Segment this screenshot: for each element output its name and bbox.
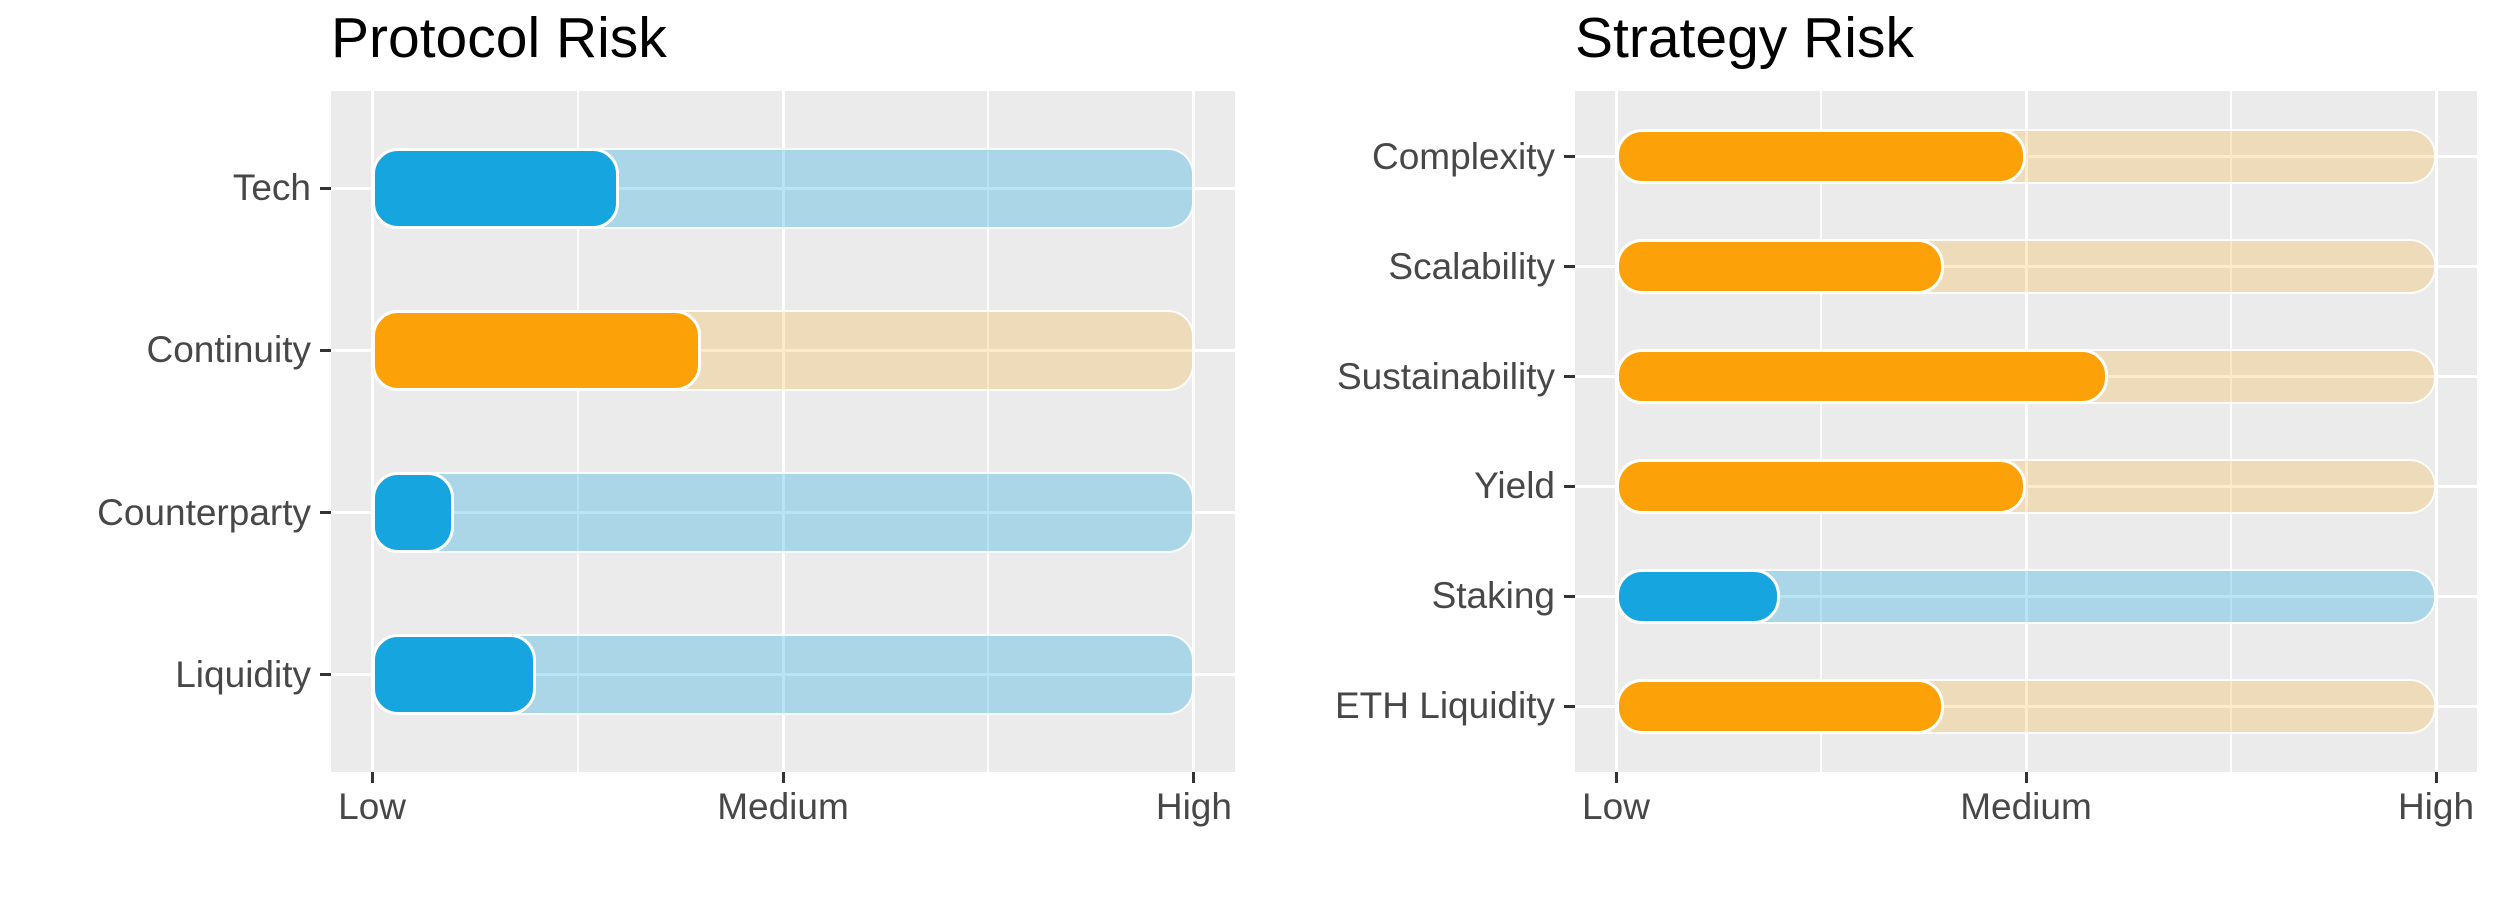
- v-gridline-minor: [2230, 91, 2232, 772]
- x-tick-mark-high: [1192, 772, 1196, 783]
- x-tick-label-high: High: [1155, 786, 1232, 827]
- x-tick-label-low: Low: [1582, 786, 1650, 827]
- bar-eth-liquidity: [1616, 678, 1944, 734]
- v-gridline-minor: [987, 91, 990, 772]
- x-tick-label-medium: Medium: [717, 786, 849, 827]
- y-label-yield: Yield: [1474, 465, 1555, 507]
- bar-yield: [1616, 458, 2026, 514]
- v-gridline-high: [1192, 91, 1196, 772]
- x-tick-label-low: Low: [338, 786, 407, 827]
- y-tick-mark-sustainability: [1564, 375, 1575, 379]
- v-gridline-medium: [781, 91, 785, 772]
- y-label-liquidity: Liquidity: [175, 653, 311, 695]
- y-label-scalability: Scalability: [1388, 245, 1555, 287]
- x-tick-label-medium: Medium: [1960, 786, 2092, 827]
- y-label-eth-liquidity: ETH Liquidity: [1334, 685, 1555, 727]
- y-label-complexity: Complexity: [1372, 135, 1555, 177]
- y-tick-mark-continuity: [320, 348, 331, 352]
- y-tick-mark-liquidity: [320, 673, 331, 677]
- bar-continuity: [372, 309, 701, 391]
- y-tick-mark-tech: [320, 186, 331, 190]
- track-counterparty: [372, 472, 1194, 554]
- y-tick-mark-scalability: [1564, 265, 1575, 269]
- v-gridline-medium: [2024, 91, 2028, 772]
- y-tick-mark-counterparty: [320, 511, 331, 515]
- bar-scalability: [1616, 239, 1944, 295]
- y-tick-mark-staking: [1564, 594, 1575, 598]
- v-gridline-minor: [576, 91, 579, 772]
- chart-panel: [1575, 91, 2477, 772]
- y-tick-mark-yield: [1564, 484, 1575, 488]
- x-tick-mark-high: [2434, 772, 2438, 783]
- bar-liquidity: [372, 634, 537, 716]
- x-tick-mark-low: [1614, 772, 1618, 783]
- bar-counterparty: [372, 472, 455, 554]
- y-label-tech: Tech: [232, 167, 311, 209]
- bar-tech: [372, 147, 619, 229]
- chart-title-protocol-risk: Protocol Risk: [331, 6, 667, 70]
- chart-title-strategy-risk: Strategy Risk: [1575, 6, 1914, 70]
- y-label-counterparty: Counterparty: [97, 491, 311, 533]
- x-tick-mark-medium: [781, 772, 785, 783]
- x-tick-mark-low: [370, 772, 374, 783]
- bar-complexity: [1616, 129, 2026, 185]
- x-tick-label-high: High: [2397, 786, 2475, 827]
- x-tick-mark-medium: [2024, 772, 2028, 783]
- y-label-staking: Staking: [1431, 575, 1555, 617]
- v-gridline-low: [370, 91, 374, 772]
- y-label-continuity: Continuity: [146, 329, 311, 371]
- y-tick-mark-eth-liquidity: [1564, 704, 1575, 708]
- v-gridline-low: [1614, 91, 1618, 772]
- v-gridline-minor: [1820, 91, 1822, 772]
- bar-staking: [1616, 568, 1780, 624]
- chart-panel: [331, 91, 1235, 772]
- y-tick-mark-complexity: [1564, 155, 1575, 159]
- bar-sustainability: [1616, 349, 2108, 405]
- v-gridline-high: [2434, 91, 2438, 772]
- y-label-sustainability: Sustainability: [1336, 355, 1555, 397]
